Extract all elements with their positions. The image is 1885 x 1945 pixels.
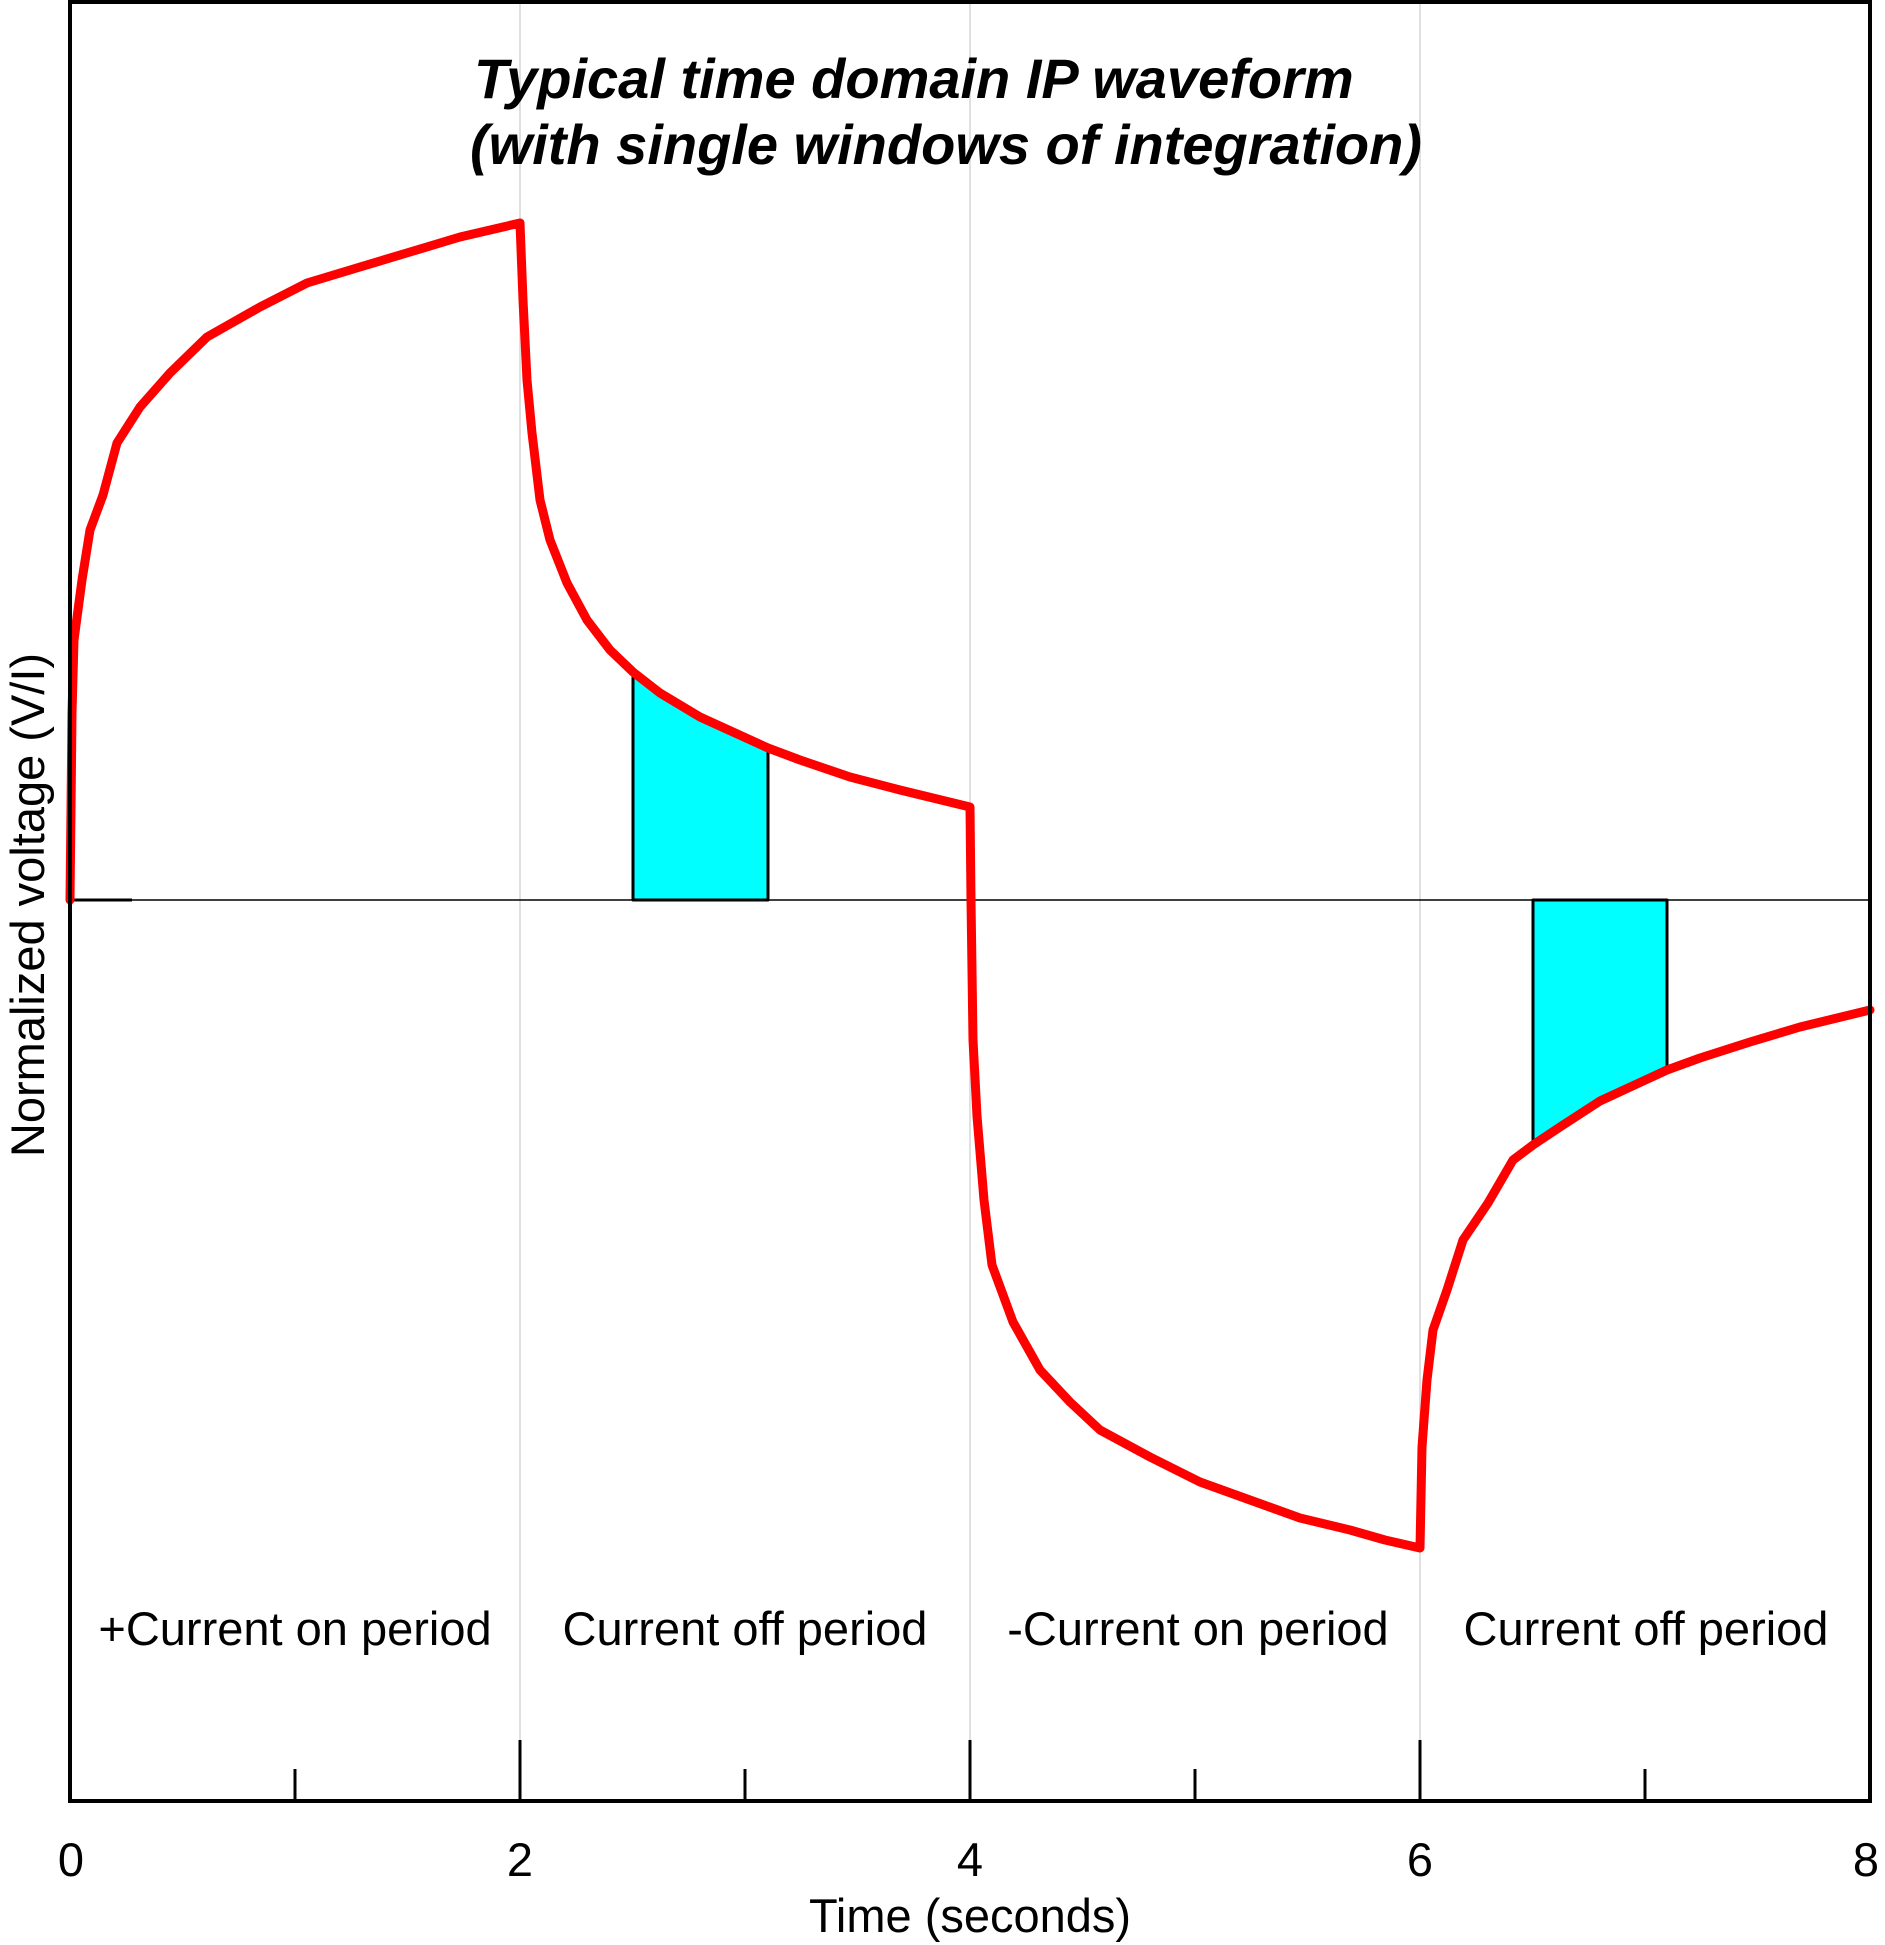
tick-label-6: 6 [1407, 1833, 1433, 1886]
tick-label-8: 8 [1853, 1833, 1879, 1886]
period-annotations: +Current on period Current off period -C… [98, 1602, 1828, 1655]
chart-title: Typical time domain IP waveform (with si… [470, 47, 1422, 176]
x-axis-title: Time (seconds) [809, 1889, 1131, 1942]
tick-label-4: 4 [957, 1833, 983, 1886]
y-axis-title: Normalized voltage (V/I) [1, 653, 54, 1157]
tick-label-0: 0 [58, 1833, 84, 1886]
title-line-1: Typical time domain IP waveform [474, 47, 1354, 110]
title-line-2: (with single windows of integration) [470, 113, 1422, 176]
period-label-positive-on: +Current on period [98, 1602, 491, 1655]
period-label-off-1: Current off period [563, 1602, 928, 1655]
tick-label-2: 2 [507, 1833, 533, 1886]
period-label-negative-on: -Current on period [1007, 1602, 1388, 1655]
x-axis-ticks [293, 1740, 1647, 1801]
ip-waveform-line [65, 218, 1875, 1553]
x-tick-labels: 0 2 4 6 8 [58, 1833, 1879, 1886]
period-label-off-2: Current off period [1464, 1602, 1829, 1655]
